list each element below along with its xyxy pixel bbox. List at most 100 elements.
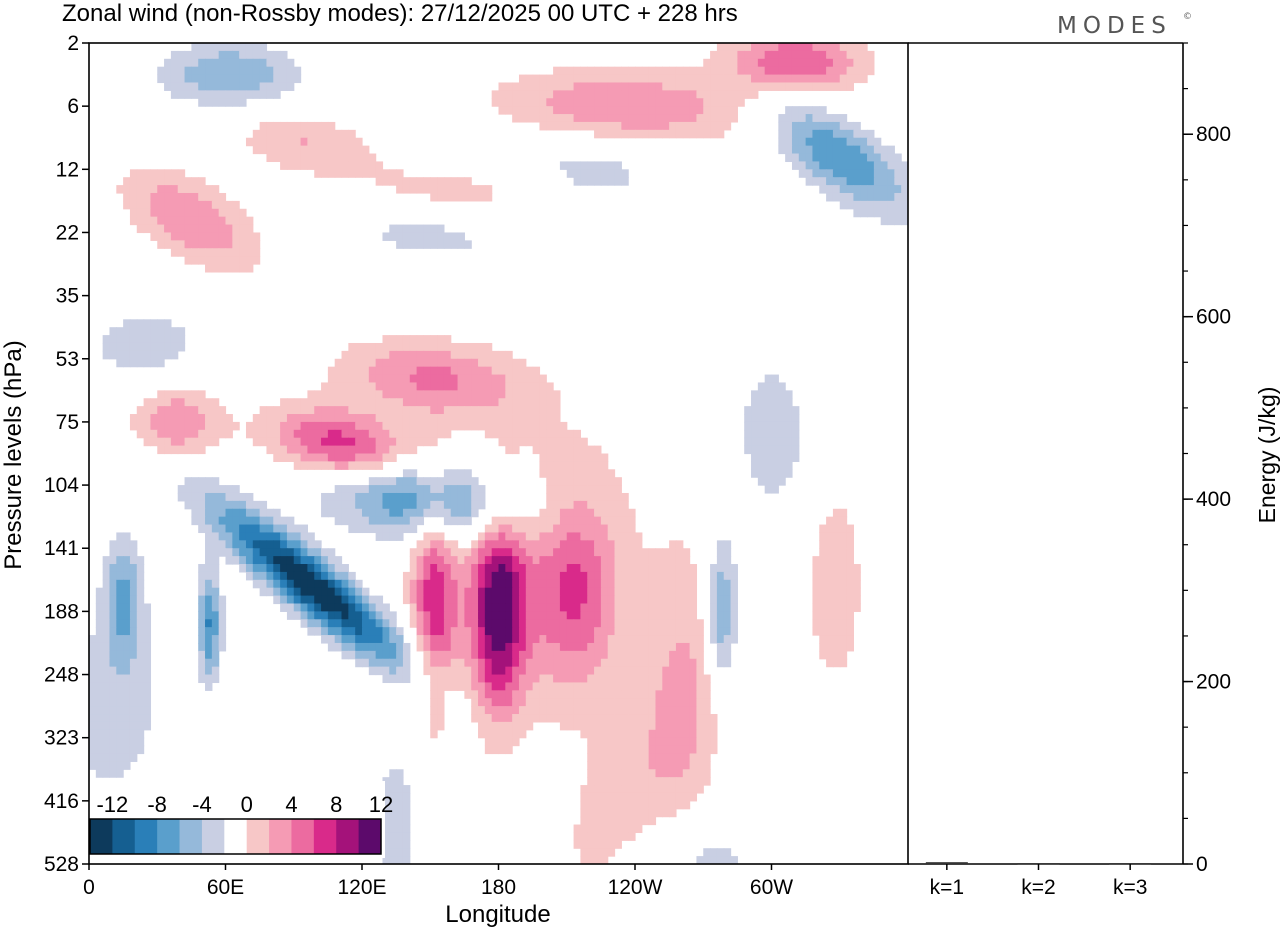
heatmap-cell — [218, 421, 227, 431]
heatmap-cell — [723, 540, 732, 549]
heatmap-cell — [546, 469, 554, 478]
heatmap-cell — [136, 706, 145, 715]
heatmap-cell — [437, 240, 445, 249]
heatmap-cell — [177, 492, 186, 502]
heatmap-cell — [587, 492, 595, 502]
heatmap-cell — [675, 611, 684, 620]
heatmap-cell — [273, 414, 281, 423]
heatmap-cell — [553, 524, 561, 534]
heatmap-cell — [669, 106, 677, 115]
heatmap-cell — [218, 508, 227, 518]
heatmap-cell — [123, 185, 131, 194]
heatmap-cell — [491, 374, 500, 384]
heatmap-cell — [170, 390, 179, 399]
heatmap-cell — [744, 445, 752, 455]
heatmap-cell — [607, 635, 616, 644]
heatmap-cell — [839, 129, 848, 139]
heatmap-cell — [867, 200, 875, 210]
heatmap-cell — [314, 406, 322, 415]
heatmap-cell — [198, 421, 206, 431]
heatmap-cell — [778, 390, 786, 399]
heatmap-cell — [662, 706, 670, 715]
heatmap-cell — [710, 121, 718, 131]
heatmap-cell — [703, 98, 711, 107]
heatmap-cell — [812, 43, 820, 52]
heatmap-cell — [525, 619, 534, 628]
heatmap-cell — [532, 674, 541, 684]
heatmap-cell — [594, 627, 602, 636]
heatmap-cell — [669, 658, 677, 668]
heatmap-cell — [136, 650, 145, 660]
heatmap-cell — [150, 200, 158, 210]
heatmap-cell — [553, 587, 561, 597]
heatmap-cell — [382, 642, 390, 652]
heatmap-cell — [587, 816, 595, 826]
heatmap-cell — [696, 682, 704, 691]
heatmap-cell — [396, 832, 404, 841]
heatmap-cell — [102, 595, 111, 605]
heatmap-cell — [580, 579, 588, 589]
heatmap-cell — [703, 129, 711, 139]
heatmap-cell — [587, 548, 595, 557]
heatmap-cell — [778, 429, 786, 439]
heatmap-cell — [894, 208, 902, 218]
heatmap-cell — [273, 50, 281, 60]
heatmap-cell — [614, 800, 622, 810]
heatmap-cell — [826, 603, 834, 612]
heatmap-cell — [539, 437, 547, 447]
heatmap-cell — [682, 579, 691, 589]
heatmap-cell — [525, 650, 534, 660]
heatmap-cell — [198, 627, 206, 636]
heatmap-cell — [846, 619, 854, 628]
heatmap-cell — [409, 524, 418, 534]
heatmap-cell — [471, 556, 479, 565]
heatmap-cell — [819, 603, 827, 612]
heatmap-cell — [123, 619, 131, 628]
heatmap-cell — [621, 785, 629, 794]
heatmap-cell — [457, 492, 465, 502]
heatmap-cell — [580, 508, 588, 518]
heatmap-cell — [525, 429, 534, 439]
heatmap-cell — [348, 382, 356, 391]
heatmap-cell — [471, 714, 479, 723]
heatmap-cell — [566, 587, 575, 597]
heatmap-cell — [600, 579, 609, 589]
heatmap-cell — [546, 500, 554, 510]
heatmap-cell — [484, 421, 493, 431]
heatmap-cell — [409, 240, 418, 249]
heatmap-cell — [450, 240, 459, 249]
heatmap-cell — [409, 564, 418, 573]
heatmap-cell — [252, 571, 261, 581]
heatmap-cell — [594, 114, 602, 123]
heatmap-cell — [314, 421, 322, 431]
heatmap-cell — [580, 848, 588, 857]
heatmap-cell — [437, 587, 445, 597]
heatmap-cell — [464, 500, 472, 510]
heatmap-cell — [573, 548, 581, 557]
heatmap-cell — [819, 137, 827, 147]
heatmap-cell — [607, 177, 616, 186]
heatmap-cell — [334, 603, 343, 612]
heatmap-cell — [348, 603, 356, 612]
heatmap-cell — [232, 216, 240, 226]
heatmap-cell — [464, 587, 472, 597]
heatmap-cell — [505, 579, 513, 589]
heatmap-cell — [218, 414, 227, 423]
heatmap-cell — [669, 619, 677, 628]
heatmap-cell — [648, 642, 657, 652]
heatmap-cell — [368, 595, 377, 605]
heatmap-cell — [286, 145, 295, 155]
heatmap-cell — [164, 390, 172, 399]
heatmap-cell — [614, 832, 622, 841]
heatmap-cell — [662, 129, 670, 139]
heatmap-cell — [450, 611, 459, 620]
heatmap-cell — [177, 58, 186, 68]
heatmap-cell — [341, 508, 349, 518]
heatmap-cell — [232, 421, 240, 431]
heatmap-cell — [484, 406, 493, 415]
heatmap-cell — [607, 532, 616, 541]
heatmap-cell — [205, 548, 213, 557]
heatmap-cell — [430, 406, 438, 415]
heatmap-cell — [751, 437, 759, 447]
heatmap-cell — [614, 524, 622, 534]
